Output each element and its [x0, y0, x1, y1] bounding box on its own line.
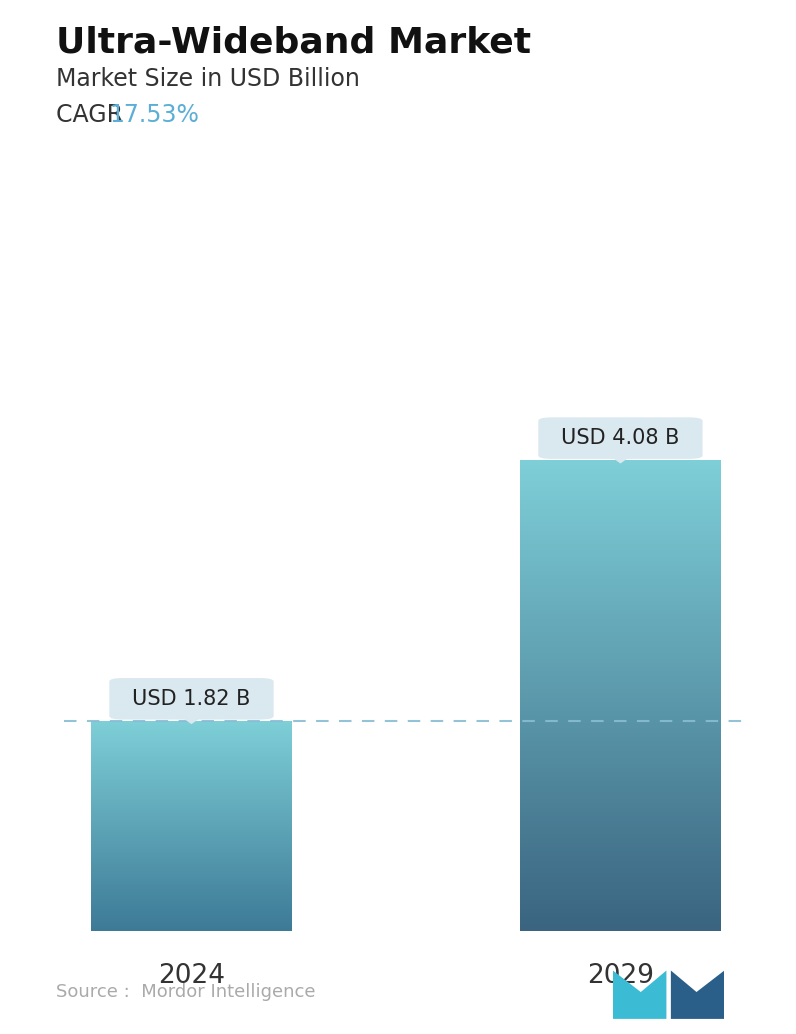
Text: USD 4.08 B: USD 4.08 B: [561, 428, 680, 448]
Text: 2024: 2024: [158, 963, 225, 989]
Polygon shape: [613, 971, 666, 1018]
Text: Market Size in USD Billion: Market Size in USD Billion: [56, 67, 360, 91]
Text: Source :  Mordor Intelligence: Source : Mordor Intelligence: [56, 983, 315, 1001]
Text: Ultra-Wideband Market: Ultra-Wideband Market: [56, 26, 531, 60]
Text: CAGR: CAGR: [56, 103, 138, 127]
Polygon shape: [609, 455, 632, 463]
Polygon shape: [671, 971, 724, 1018]
FancyBboxPatch shape: [538, 418, 703, 459]
Text: 17.53%: 17.53%: [110, 103, 200, 127]
Polygon shape: [180, 717, 203, 724]
Text: USD 1.82 B: USD 1.82 B: [132, 689, 251, 708]
Text: 2029: 2029: [587, 963, 654, 989]
FancyBboxPatch shape: [109, 678, 274, 720]
